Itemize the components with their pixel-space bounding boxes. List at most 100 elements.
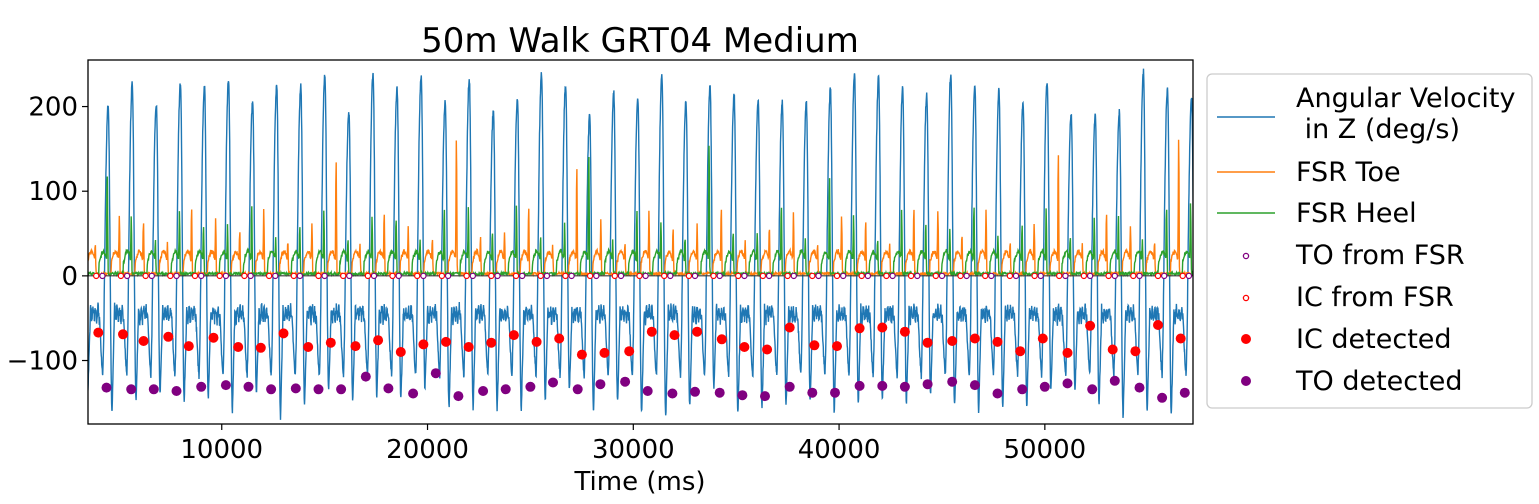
to-detected-marker	[243, 381, 254, 392]
ic-from-fsr-marker	[636, 272, 643, 280]
ic-detected-marker	[992, 336, 1003, 347]
ic-from-fsr-marker	[809, 272, 816, 280]
to-from-fsr-marker	[1185, 272, 1193, 280]
ic-detected-marker	[947, 336, 958, 346]
to-detected-marker	[620, 376, 631, 387]
legend-label-ic-from-fsr: IC from FSR	[1296, 282, 1454, 313]
to-from-fsr-marker	[1037, 272, 1044, 280]
legend-label-angular-velocity-line1: Angular Velocity	[1296, 83, 1516, 114]
ic-from-fsr-marker	[562, 272, 569, 280]
to-detected-marker	[922, 379, 933, 390]
ic-from-fsr-marker	[438, 272, 446, 280]
to-detected-marker	[101, 382, 112, 393]
x-tick-label: 30000	[592, 435, 675, 465]
ic-from-fsr-marker	[1006, 272, 1014, 280]
to-from-fsr-marker	[519, 272, 526, 280]
to-from-fsr-marker	[691, 272, 699, 280]
to-from-fsr-marker	[790, 272, 798, 280]
to-from-fsr-marker	[716, 272, 723, 280]
to-from-fsr-marker	[938, 272, 946, 280]
to-from-fsr-marker	[1160, 272, 1168, 280]
ic-detected-marker	[669, 330, 680, 341]
to-detected-marker	[1134, 382, 1145, 393]
to-detected-marker	[220, 380, 231, 391]
to-detected-marker	[714, 387, 725, 398]
to-from-fsr-marker	[765, 272, 773, 280]
ic-detected-marker	[508, 330, 519, 341]
to-from-fsr-marker	[99, 272, 106, 280]
to-from-fsr-marker	[889, 272, 896, 280]
ic-from-fsr-marker	[1105, 272, 1112, 280]
ic-detected-marker	[784, 322, 795, 333]
to-detected-marker	[148, 384, 159, 395]
ic-detected-marker	[576, 349, 587, 360]
ic-detected-marker	[163, 331, 174, 342]
to-from-fsr-marker	[988, 272, 995, 280]
legend-marker-ic-from-fsr	[1242, 294, 1250, 302]
legend-frame	[1206, 73, 1533, 409]
legend-marker-ic-detected	[1241, 334, 1251, 344]
to-from-fsr-marker	[914, 272, 921, 280]
ic-from-fsr-marker	[389, 272, 396, 280]
to-from-fsr-marker	[568, 272, 575, 280]
ic-detected-marker	[877, 322, 888, 333]
to-detected-marker	[807, 387, 818, 398]
x-tick-label: 20000	[386, 435, 469, 465]
ic-detected-marker	[463, 342, 474, 352]
ic-detected-marker	[1062, 347, 1073, 358]
to-detected-marker	[899, 381, 910, 392]
ic-from-fsr-marker	[883, 272, 890, 280]
ic-detected-marker	[395, 347, 406, 357]
ic-from-fsr-marker	[117, 272, 125, 280]
to-detected-marker	[760, 391, 770, 402]
to-from-fsr-marker	[420, 272, 427, 280]
ic-from-fsr-marker	[661, 272, 668, 280]
ic-detected-marker	[646, 326, 657, 337]
ic-detected-marker	[832, 341, 842, 352]
to-detected-marker	[992, 388, 1003, 399]
to-detected-marker	[548, 377, 558, 388]
to-detected-marker	[430, 368, 441, 379]
ic-detected-marker	[922, 337, 933, 348]
ic-detected-marker	[599, 347, 610, 358]
to-from-fsr-marker	[963, 272, 970, 280]
to-detected-marker	[383, 383, 394, 394]
ic-from-fsr-marker	[142, 272, 149, 280]
to-detected-marker	[171, 386, 182, 396]
legend-marker-to-from-fsr	[1242, 252, 1250, 260]
ic-from-fsr-marker	[191, 272, 199, 280]
series-angular-velocity-line	[88, 68, 1193, 420]
ic-from-fsr-marker	[784, 272, 791, 280]
ic-from-fsr-marker	[586, 272, 594, 280]
ic-detected-marker	[441, 336, 451, 347]
ic-from-fsr-marker	[315, 272, 322, 280]
ic-detected-marker	[1107, 344, 1118, 355]
ic-detected-marker	[1175, 333, 1186, 344]
ic-detected-marker	[809, 340, 820, 351]
ic-detected-marker	[1130, 346, 1141, 357]
ic-detected-marker	[624, 346, 635, 357]
ic-from-fsr-marker	[364, 272, 372, 280]
to-from-fsr-marker	[272, 272, 279, 280]
to-from-fsr-marker	[1111, 272, 1119, 280]
ic-from-fsr-marker	[1031, 272, 1038, 280]
to-from-fsr-marker	[617, 272, 625, 280]
axes: 10000 20000 30000 40000 50000 200 100 0 −100	[7, 93, 1087, 465]
ic-from-fsr-marker	[92, 272, 100, 280]
legend-label-angular-velocity: Angular Velocity in Z (deg/s)	[1296, 83, 1524, 145]
to-detected-marker	[290, 383, 301, 394]
legend-label-ic-detected: IC detected	[1296, 324, 1452, 355]
plot-content	[88, 68, 1193, 420]
x-axis-label: Time (ms)	[573, 467, 705, 497]
ic-detected-marker	[854, 323, 865, 334]
x-tick-label: 10000	[180, 435, 263, 465]
ic-from-fsr-marker	[290, 272, 297, 280]
series-fsr-toe-line	[88, 139, 1193, 278]
y-tick-label: 100	[28, 177, 78, 207]
ic-from-fsr-marker	[1130, 272, 1137, 280]
to-from-fsr-marker	[864, 272, 872, 280]
to-detected-marker	[784, 381, 795, 392]
to-detected-marker	[854, 380, 865, 391]
ic-from-fsr-marker	[1080, 272, 1088, 280]
